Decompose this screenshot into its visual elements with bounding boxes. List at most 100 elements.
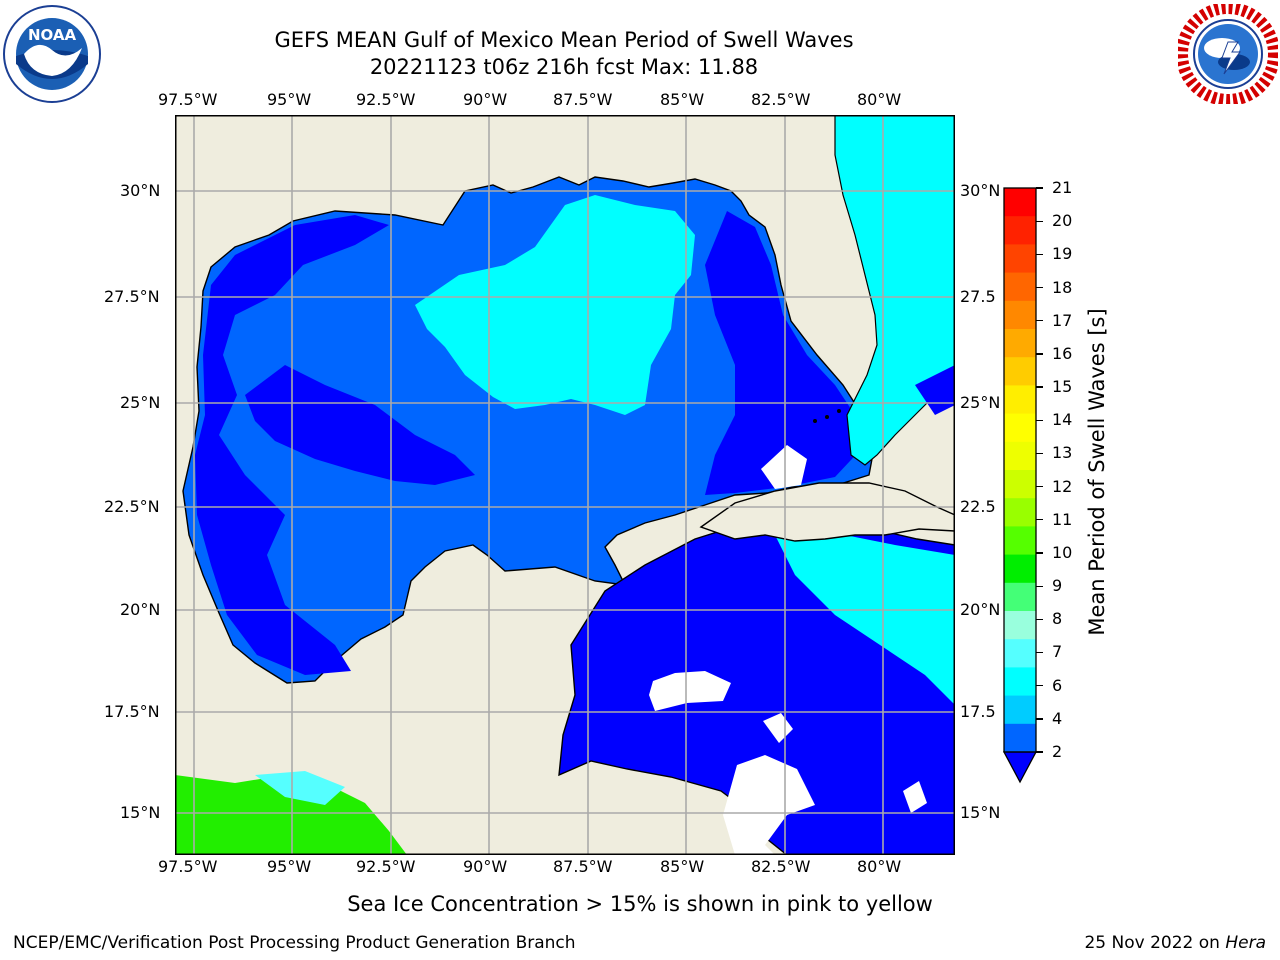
lon-label-top: 85°W bbox=[660, 90, 705, 109]
lon-label-bottom: 87.5°W bbox=[553, 857, 613, 876]
lon-label-top: 82.5°W bbox=[751, 90, 811, 109]
plot-title: GEFS MEAN Gulf of Mexico Mean Period of … bbox=[274, 28, 854, 52]
colorbar-tick-mark bbox=[1036, 452, 1043, 455]
colorbar-segment bbox=[1004, 413, 1036, 443]
nodata-patch-4 bbox=[903, 781, 927, 813]
colorbar-segment bbox=[1004, 244, 1036, 274]
colorbar-segment bbox=[1004, 667, 1036, 697]
lon-label-bottom: 92.5°W bbox=[356, 857, 416, 876]
lon-label-bottom: 80°W bbox=[857, 857, 902, 876]
colorbar-tick-mark bbox=[1036, 718, 1043, 720]
colorbar-segment bbox=[1004, 300, 1036, 330]
lat-label-right: 27.5 bbox=[960, 287, 996, 306]
sea-ice-note: Sea Ice Concentration > 15% is shown in … bbox=[347, 892, 933, 916]
colorbar-label: Mean Period of Swell Waves [s] bbox=[1085, 308, 1109, 636]
map-grid bbox=[175, 115, 955, 855]
colorbar-segment bbox=[1004, 357, 1036, 386]
colorbar-tick-label: 20 bbox=[1052, 211, 1073, 231]
deep-blue-central bbox=[245, 365, 475, 485]
lon-label-bottom: 95°W bbox=[267, 857, 312, 876]
lat-label-right: 30°N bbox=[960, 181, 1001, 200]
colorbar-segment bbox=[1004, 498, 1036, 527]
colorbar-tick-mark bbox=[1036, 618, 1043, 620]
lat-label-right: 25°N bbox=[960, 393, 1001, 412]
colorbar-segment bbox=[1004, 441, 1036, 471]
nodata-patch-5 bbox=[761, 445, 807, 489]
colorbar bbox=[1000, 186, 1040, 786]
colorbar-segment bbox=[1004, 329, 1036, 358]
footer-host: Hera bbox=[1225, 933, 1266, 953]
colorbar-tick-label: 9 bbox=[1052, 576, 1063, 596]
lat-label-left: 30°N bbox=[120, 181, 161, 200]
colorbar-tick-mark bbox=[1036, 651, 1043, 654]
colorbar-tick-label: 21 bbox=[1052, 178, 1073, 197]
colorbar-tick-mark bbox=[1036, 386, 1043, 388]
lat-label-left: 27.5°N bbox=[104, 287, 160, 306]
footer-date-text: 25 Nov 2022 on bbox=[1084, 933, 1226, 953]
colorbar-segment bbox=[1004, 723, 1036, 753]
pacific-green bbox=[175, 775, 407, 855]
lon-label-bottom: 85°W bbox=[660, 857, 705, 876]
colorbar-tick-mark bbox=[1036, 320, 1043, 322]
colorbar-tick-mark bbox=[1036, 253, 1043, 256]
nws-logo bbox=[1176, 2, 1280, 106]
colorbar-tick-mark bbox=[1036, 552, 1043, 554]
lat-label-left: 17.5°N bbox=[104, 702, 160, 721]
colorbar-segment bbox=[1004, 639, 1036, 668]
colorbar-tick-label: 16 bbox=[1052, 343, 1073, 363]
colorbar-tick-label: 10 bbox=[1052, 542, 1073, 562]
colorbar-segment bbox=[1004, 470, 1036, 499]
cyan-central bbox=[415, 195, 695, 415]
colorbar-segment bbox=[1004, 272, 1036, 302]
colorbar-segment bbox=[1004, 526, 1036, 556]
lat-label-right: 20°N bbox=[960, 600, 1001, 619]
colorbar-tick-mark bbox=[1036, 485, 1043, 488]
colorbar-segment bbox=[1004, 611, 1036, 640]
colorbar-tick-label: 12 bbox=[1052, 476, 1073, 496]
colorbar-extend-arrow bbox=[1002, 751, 1038, 784]
lon-label-top: 92.5°W bbox=[356, 90, 416, 109]
colorbar-tick-mark bbox=[1036, 286, 1043, 289]
footer-org: NCEP/EMC/Verification Post Processing Pr… bbox=[13, 933, 576, 953]
colorbar-segment bbox=[1004, 554, 1036, 584]
colorbar-tick-label: 6 bbox=[1052, 675, 1063, 695]
colorbar-segment bbox=[1004, 582, 1036, 612]
noaa-logo-text: NOAA bbox=[28, 26, 77, 44]
colorbar-tick-label: 17 bbox=[1052, 310, 1073, 330]
lon-label-bottom: 82.5°W bbox=[751, 857, 811, 876]
deep-blue-west bbox=[195, 215, 389, 675]
colorbar-tick-label: 7 bbox=[1052, 642, 1063, 662]
colorbar-tick-mark bbox=[1036, 585, 1043, 587]
colorbar-tick-mark bbox=[1036, 187, 1043, 189]
colorbar-tick-label: 2 bbox=[1052, 742, 1063, 761]
lat-label-right: 22.5 bbox=[960, 497, 996, 516]
colorbar-segment bbox=[1004, 385, 1036, 415]
lon-label-top: 97.5°W bbox=[158, 90, 218, 109]
colorbar-tick-label: 19 bbox=[1052, 244, 1073, 264]
lat-label-right: 15°N bbox=[960, 803, 1001, 822]
plot-subtitle: 20221123 t06z 216h fcst Max: 11.88 bbox=[369, 55, 759, 79]
map-frame bbox=[175, 115, 955, 855]
colorbar-segment bbox=[1004, 695, 1036, 725]
lon-label-top: 87.5°W bbox=[553, 90, 613, 109]
lon-label-bottom: 97.5°W bbox=[158, 857, 218, 876]
colorbar-tick-label: 11 bbox=[1052, 509, 1073, 529]
colorbar-segment bbox=[1004, 216, 1036, 245]
colorbar-segment bbox=[1004, 188, 1036, 217]
map-panel bbox=[175, 114, 956, 856]
lat-label-right: 17.5 bbox=[960, 702, 996, 721]
keys-dots bbox=[813, 409, 841, 423]
lat-label-left: 15°N bbox=[120, 803, 161, 822]
colorbar-tick-mark bbox=[1036, 220, 1043, 222]
colorbar-frame bbox=[1003, 187, 1037, 753]
colorbar-tick-mark bbox=[1036, 751, 1043, 753]
pacific-cyan bbox=[255, 771, 345, 805]
noaa-logo: NOAA bbox=[2, 4, 102, 104]
lat-label-left: 25°N bbox=[120, 393, 161, 412]
colorbar-tick-label: 15 bbox=[1052, 377, 1073, 397]
colorbar-tick-mark bbox=[1036, 685, 1043, 687]
nodata-patch-2 bbox=[723, 755, 815, 855]
lat-label-left: 20°N bbox=[120, 600, 161, 619]
colorbar-tick-label: 8 bbox=[1052, 609, 1063, 629]
lon-label-bottom: 90°W bbox=[463, 857, 508, 876]
